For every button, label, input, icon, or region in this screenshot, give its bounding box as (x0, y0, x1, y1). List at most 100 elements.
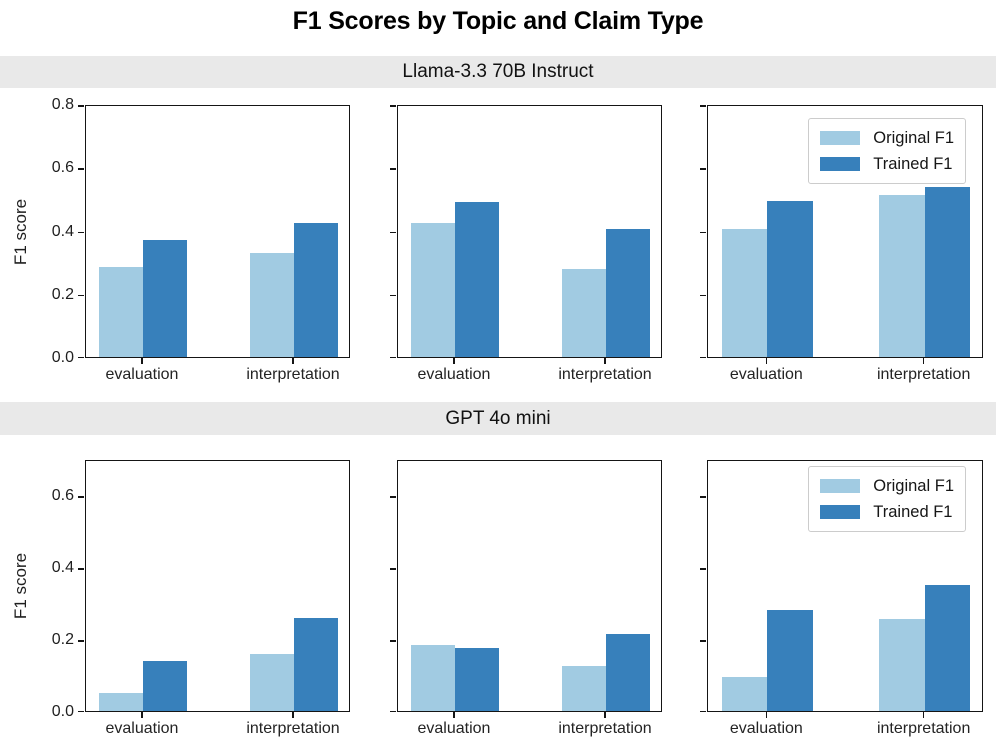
original-f1-bar (721, 677, 768, 711)
figure-title: F1 Scores by Topic and Claim Type (292, 7, 704, 35)
legend-label: Trained F1 (873, 154, 953, 173)
legend-label: Original F1 (873, 476, 954, 495)
y-tick-label: 0.6 (51, 159, 74, 177)
legend-item: Trained F1 (820, 151, 954, 177)
y-tick-mark (78, 294, 84, 297)
trained-f1-bar (606, 229, 650, 357)
subplot-row-gpt: F1 score 0.0 0.2 0.4 0.6 evaluation interpreta… (0, 460, 996, 750)
trained-f1-bar (606, 633, 650, 711)
original-f1-bar (562, 268, 607, 357)
x-tick-mark (922, 712, 925, 718)
x-tick-label: evaluation (729, 720, 803, 737)
original-f1-bar (410, 223, 455, 357)
subplot-panel (397, 460, 662, 712)
x-tick-mark (292, 358, 294, 364)
y-tick-label: 0.4 (51, 559, 74, 576)
x-tick-mark (765, 712, 768, 718)
y-tick-mark (390, 168, 396, 170)
x-tick-mark (604, 358, 606, 364)
y-tick-label: 0.6 (51, 487, 74, 504)
trained-f1-bar (767, 200, 814, 357)
trained-f1-swatch (820, 157, 861, 171)
y-tick-label: 0.8 (51, 96, 74, 113)
original-f1-swatch (820, 479, 861, 493)
legend-label: Original F1 (873, 128, 954, 147)
trained-f1-bar (142, 240, 187, 357)
y-tick-mark (390, 640, 396, 642)
legend: Original F1 Trained F1 (808, 118, 966, 184)
x-tick-mark (922, 358, 925, 364)
x-tick-label: evaluation (105, 720, 179, 737)
x-tick-label: interpretation (558, 366, 652, 383)
x-tick-label: interpretation (246, 720, 340, 737)
y-tick-mark (78, 231, 84, 233)
legend-label: Trained F1 (873, 502, 953, 521)
y-tick-mark (700, 496, 706, 498)
row-title-llama: Llama-3.3 70B Instruct (402, 61, 594, 82)
original-f1-bar (98, 267, 143, 357)
x-tick-label: evaluation (105, 366, 179, 383)
x-tick-mark (604, 712, 606, 718)
trained-f1-bar (142, 660, 187, 711)
trained-f1-bar (294, 223, 338, 357)
legend: Original F1 Trained F1 (808, 466, 966, 532)
y-tick-mark (78, 356, 84, 358)
y-tick-mark (78, 640, 84, 642)
x-tick-mark (141, 712, 143, 718)
x-tick-label: evaluation (729, 366, 803, 383)
y-tick-mark (390, 105, 396, 107)
y-tick-mark (78, 710, 84, 712)
y-tick-mark (390, 710, 396, 712)
y-tick-mark (700, 640, 706, 642)
x-tick-label: evaluation (417, 366, 491, 383)
original-f1-bar (562, 666, 607, 711)
y-tick-mark (78, 496, 84, 498)
trained-f1-bar (924, 186, 971, 357)
y-tick-label: 0.0 (51, 349, 74, 366)
x-tick-mark (292, 712, 294, 718)
y-tick-mark (390, 231, 396, 233)
y-tick-mark (700, 168, 706, 170)
y-tick-mark (390, 356, 396, 358)
subplot-row-llama: F1 score 0.0 0.2 0.4 0.6 0.8 evaluation interpr… (0, 96, 996, 395)
x-tick-label: interpretation (558, 720, 652, 737)
original-f1-swatch (820, 131, 861, 145)
y-tick-mark (78, 568, 84, 570)
y-tick-mark (700, 710, 706, 712)
trained-f1-swatch (820, 505, 861, 519)
y-tick-mark (78, 105, 84, 107)
row-title-gpt: GPT 4o mini (445, 408, 551, 429)
x-tick-mark (765, 358, 768, 364)
x-tick-label: interpretation (876, 720, 971, 737)
y-tick-mark (390, 568, 396, 570)
legend-item: Original F1 (820, 473, 954, 499)
original-f1-bar (250, 253, 295, 357)
x-tick-mark (453, 358, 455, 364)
trained-f1-bar (454, 648, 499, 711)
y-tick-mark (390, 294, 396, 297)
original-f1-bar (250, 653, 295, 711)
original-f1-bar (410, 644, 455, 711)
subplot-panel: Original F1 Trained F1 (707, 460, 983, 712)
legend-item: Trained F1 (820, 499, 954, 525)
trained-f1-bar (924, 585, 971, 711)
y-tick-label: 0.2 (51, 285, 74, 303)
subplot-panel (85, 460, 350, 712)
x-tick-mark (453, 712, 455, 718)
subplot-panel (397, 105, 662, 358)
y-tick-mark (390, 496, 396, 498)
trained-f1-bar (294, 617, 338, 711)
x-tick-label: evaluation (417, 720, 491, 737)
y-tick-mark (700, 568, 706, 570)
x-tick-label: interpretation (246, 366, 340, 383)
y-tick-mark (700, 356, 706, 358)
subplot-panel: Original F1 Trained F1 (707, 105, 983, 358)
y-tick-label: 0.4 (51, 222, 74, 240)
original-f1-bar (98, 693, 143, 711)
x-tick-label: interpretation (876, 366, 971, 383)
subplot-panel (85, 105, 350, 358)
x-tick-mark (141, 358, 143, 364)
y-tick-label: 0.0 (51, 703, 74, 720)
y-tick-label: 0.2 (51, 631, 74, 648)
trained-f1-bar (767, 610, 814, 711)
